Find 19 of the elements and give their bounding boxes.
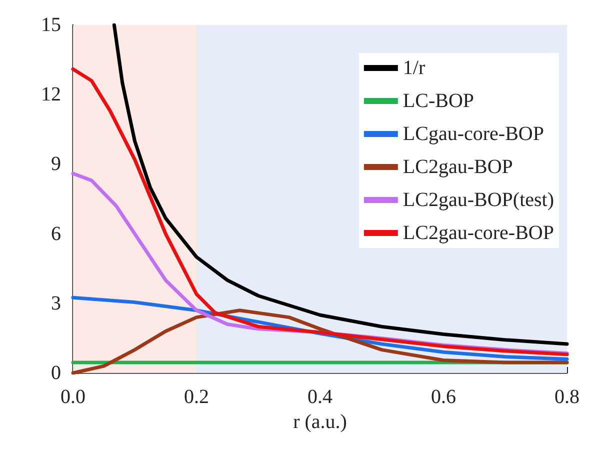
- y-tick-label: 15: [41, 14, 61, 36]
- legend-label: 1/r: [402, 57, 426, 79]
- legend-label: LCgau-core-BOP: [402, 123, 544, 145]
- y-tick-label: 0: [51, 362, 61, 384]
- x-tick-label: 0.8: [554, 386, 580, 408]
- x-axis-title: r (a.u.): [293, 410, 347, 433]
- x-tick-label: 0.6: [431, 386, 456, 408]
- line-series: [112, 23, 569, 346]
- x-tick-label: 0.0: [60, 386, 86, 408]
- y-tick-label: 3: [51, 292, 61, 314]
- x-tick-label: 0.4: [308, 386, 332, 408]
- y-tick-label: 12: [41, 84, 61, 106]
- legend-label: LC2gau-BOP(test): [402, 189, 554, 211]
- y-tick-label: 6: [51, 222, 61, 245]
- y-tick-label: 9: [51, 153, 61, 176]
- legend-label: LC2gau-BOP: [402, 156, 513, 178]
- x-tick-label: 0.2: [184, 386, 209, 408]
- legend-label: LC2gau-core-BOP: [402, 222, 554, 244]
- legend-label: LC-BOP: [402, 90, 474, 112]
